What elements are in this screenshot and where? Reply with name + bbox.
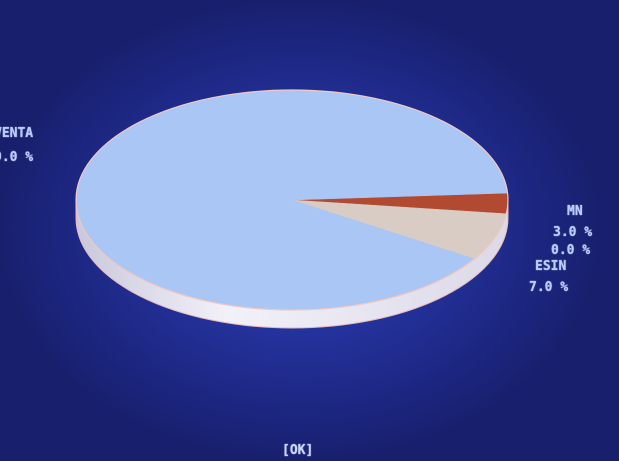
pie-rim — [75, 89, 509, 311]
ok-button[interactable]: [OK] — [282, 443, 314, 458]
slice-label-extra-percent: 0.0 % — [551, 243, 591, 258]
slice-label-mn-percent: 3.0 % — [553, 225, 593, 240]
pie-slices — [75, 89, 509, 311]
slice-label-esin-percent: 7.0 % — [529, 280, 569, 295]
slice-label-venta-percent: 9.0 % — [0, 150, 34, 165]
slice-label-esin-name: ESIN — [535, 259, 567, 274]
slice-label-mn-name: MN — [567, 204, 583, 219]
slice-label-venta-name: VENTA — [0, 126, 34, 141]
